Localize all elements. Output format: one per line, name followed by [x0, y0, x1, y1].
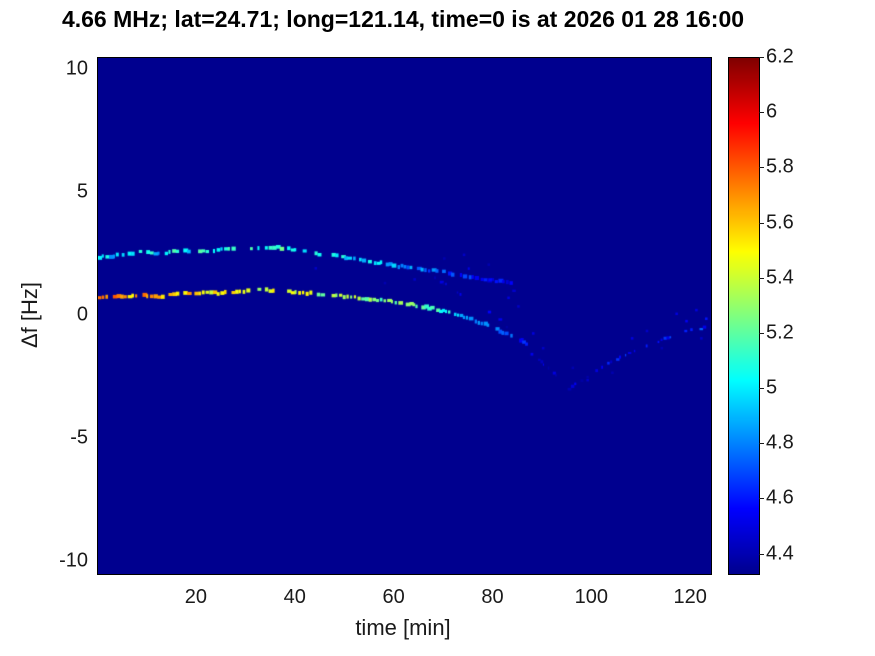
colorbar-tick-mark [759, 443, 764, 445]
colorbar-tick-label: 5.8 [766, 155, 794, 178]
y-tick-label: 5 [76, 180, 88, 203]
x-tick-label: 100 [574, 586, 609, 608]
colorbar-tick-mark [759, 167, 764, 169]
colorbar-tick-mark [759, 57, 764, 58]
colorbar-tick-mark [759, 498, 764, 500]
x-tick-label: 60 [382, 586, 405, 608]
colorbar-tick-label: 4.8 [766, 431, 794, 454]
colorbar-tick-label: 6.2 [766, 45, 794, 68]
colorbar-tick-label: 5.2 [766, 321, 794, 344]
x-axis-label: time [min] [355, 615, 451, 640]
colorbar-tick-label: 5.6 [766, 211, 794, 234]
y-tick-label: -5 [70, 426, 88, 449]
colorbar-tick-mark [759, 553, 764, 555]
colorbar-tick-label: 4.4 [766, 542, 794, 565]
x-tick-label: 120 [673, 586, 707, 608]
chart-title: 4.66 MHz; lat=24.71; long=121.14, time=0… [61, 6, 745, 32]
colorbar-tick-label: 4.6 [766, 486, 794, 509]
x-tick-label: 80 [481, 586, 504, 608]
plot-area [97, 57, 712, 575]
colorbar-tick-label: 5.4 [766, 266, 794, 289]
colorbar-tick-mark [759, 332, 764, 334]
colorbar-tick-label: 5 [766, 376, 778, 399]
heatmap-canvas [98, 58, 711, 574]
colorbar-gradient [729, 58, 759, 574]
colorbar-tick-mark [759, 112, 764, 114]
y-tick-label: -10 [59, 549, 88, 572]
y-tick-label: 0 [76, 303, 88, 326]
y-tick-label: 10 [65, 57, 88, 80]
colorbar-tick-label: 6 [766, 100, 778, 123]
colorbar-tick-mark [759, 277, 764, 279]
x-tick-label: 20 [184, 586, 207, 608]
colorbar-tick-mark [759, 222, 764, 224]
x-tick-label: 40 [283, 586, 306, 608]
colorbar [728, 57, 760, 575]
colorbar-tick-mark [759, 388, 764, 390]
